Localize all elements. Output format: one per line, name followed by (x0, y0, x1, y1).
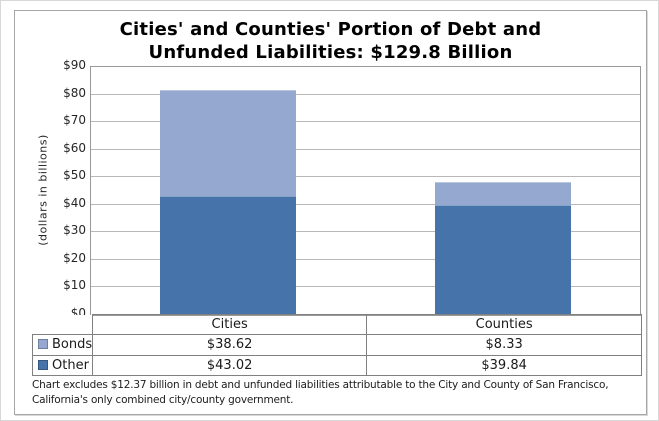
y-tick-label: $30 (63, 223, 86, 238)
legend-label-other: Other (52, 358, 89, 373)
legend-cell-other: Other (31, 355, 94, 376)
y-tick-label: $20 (63, 250, 86, 265)
gridline (91, 258, 640, 260)
bar-segment-cities-bonds (160, 90, 297, 197)
gridline (91, 176, 640, 178)
legend-label-bonds: Bonds (52, 337, 93, 352)
y-tick-label: $60 (63, 140, 86, 155)
other-legend-swatch-icon (38, 360, 48, 370)
value-counties-other: $39.84 (366, 355, 643, 376)
value-cities-bonds: $38.62 (92, 334, 368, 356)
gridline (91, 93, 640, 95)
bar-segment-counties-bonds (434, 182, 571, 206)
y-axis-labels: $0 $10 $20 $30 $40 $50 $60 $70 $80 $90 (43, 58, 86, 320)
category-header-counties: Counties (366, 314, 643, 335)
chart-title: Cities' and Counties' Portion of Debt an… (15, 18, 646, 64)
table-row-bonds: Bonds $38.62 $8.33 (31, 334, 643, 356)
data-table: Cities Counties Bonds $38.62 $8.33 Other… (31, 314, 643, 376)
bar-segment-cities-other (160, 196, 297, 315)
bonds-legend-swatch-icon (38, 339, 48, 349)
y-tick-label: $10 (63, 278, 86, 293)
chart-title-line2: Unfunded Liabilities: $129.8 Billion (148, 42, 513, 63)
y-tick-label: $80 (63, 85, 86, 100)
y-tick-label: $40 (63, 195, 86, 210)
gridline (91, 231, 640, 233)
gridline (91, 121, 640, 123)
legend-cell-bonds: Bonds (31, 334, 94, 356)
gridline (91, 148, 640, 150)
chart-frame: Cities' and Counties' Portion of Debt an… (14, 10, 647, 415)
footnote: Chart excludes $12.37 billion in debt an… (32, 379, 609, 406)
table-header-row: Cities Counties (32, 314, 643, 335)
gridline (91, 286, 640, 288)
table-row-other: Other $43.02 $39.84 (31, 355, 643, 376)
value-counties-bonds: $8.33 (366, 334, 643, 356)
bar-segment-counties-other (434, 205, 571, 315)
y-tick-label: $50 (63, 168, 86, 183)
gridline (91, 203, 640, 205)
y-tick-label: $70 (63, 113, 86, 128)
chart-title-line1: Cities' and Counties' Portion of Debt an… (119, 19, 542, 40)
category-header-cities: Cities (92, 314, 368, 335)
y-tick-label: $90 (63, 58, 86, 72)
table-corner-cell (32, 314, 93, 335)
value-cities-other: $43.02 (92, 355, 368, 376)
plot-area (90, 66, 641, 316)
